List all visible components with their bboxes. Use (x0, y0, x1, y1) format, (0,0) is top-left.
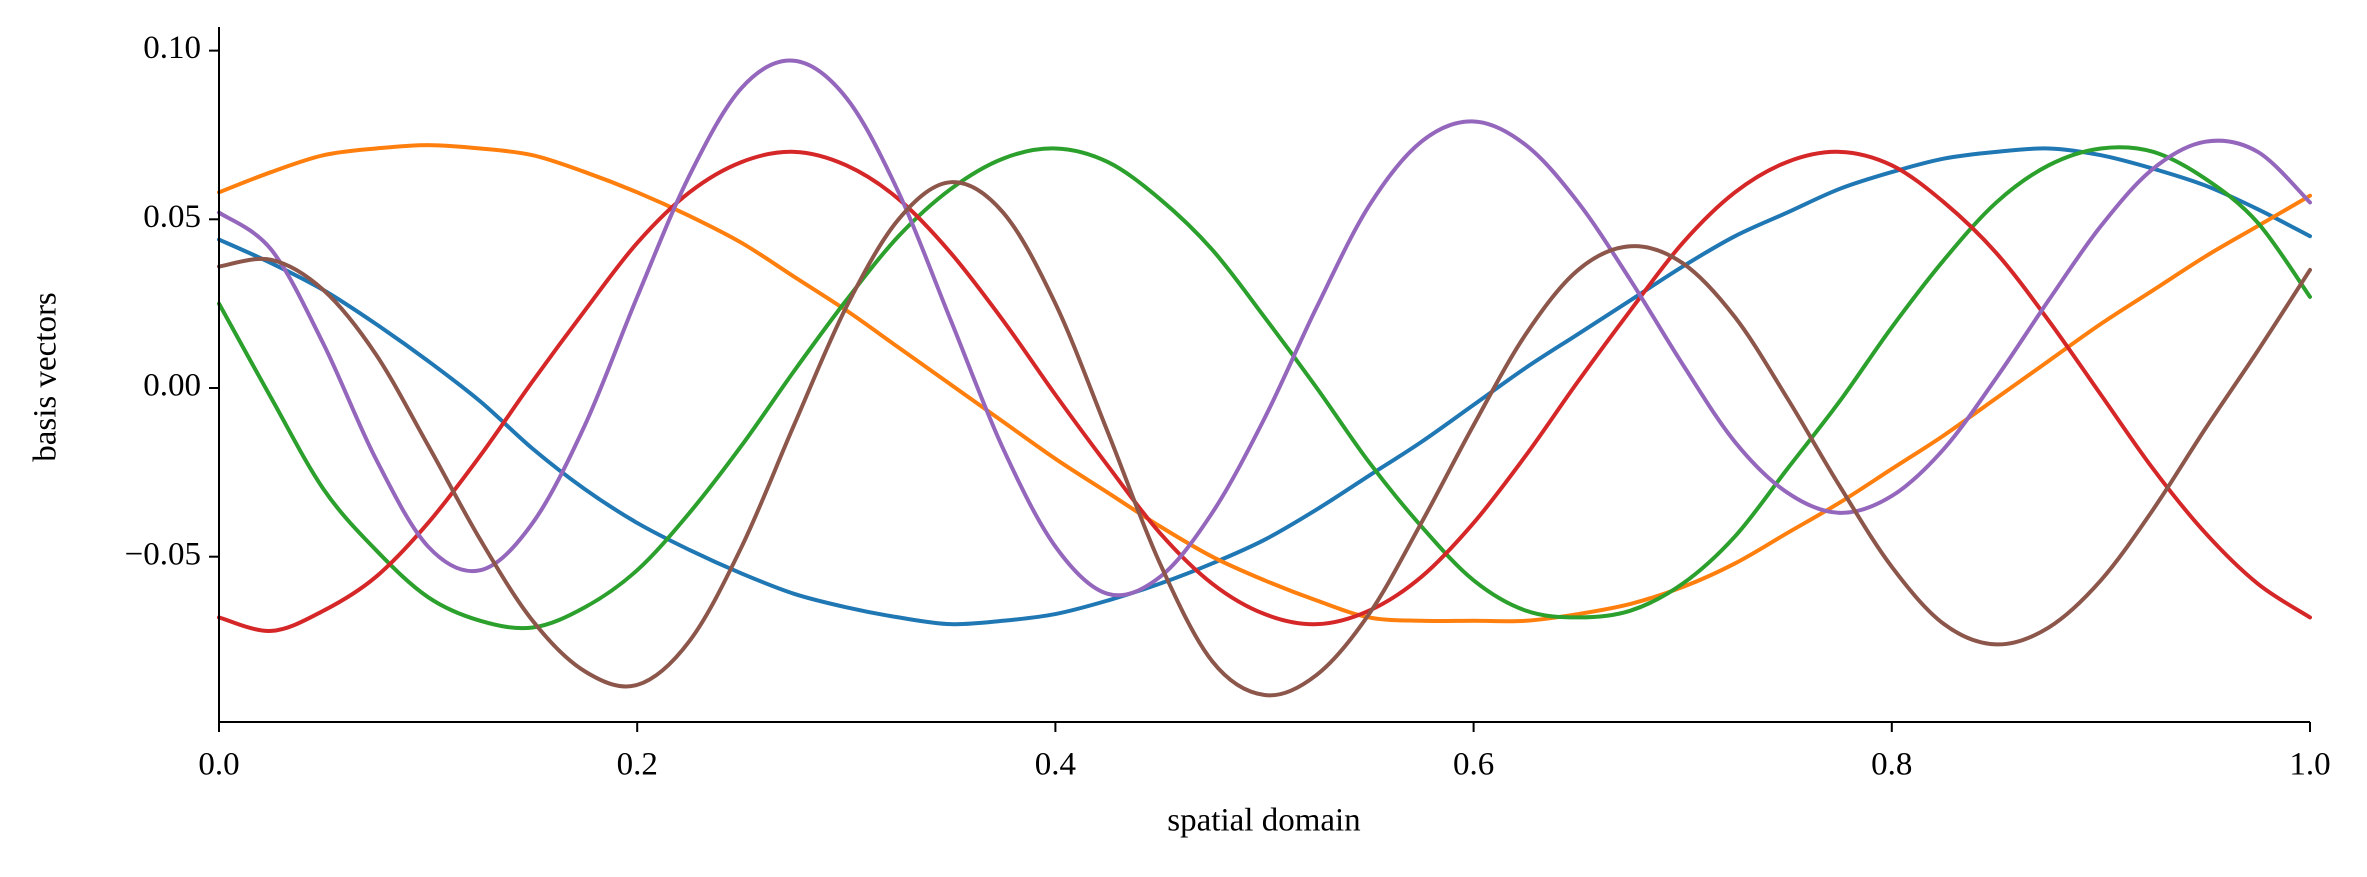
x-tick-label: 0.6 (1453, 747, 1494, 783)
y-tick-label: −0.05 (125, 536, 201, 572)
x-tick-label: 0.4 (1035, 747, 1076, 783)
line (217, 146, 2312, 627)
x-tick-label: 0.0 (198, 747, 239, 783)
x-tick-label: 0.8 (1871, 747, 1912, 783)
line (217, 180, 2312, 698)
line (217, 58, 2312, 598)
y-tick-label: 0.10 (143, 30, 201, 66)
x-tick-label: 1.0 (2289, 747, 2330, 783)
line (217, 145, 2312, 631)
y-tick-label: 0.00 (143, 368, 201, 404)
x-tick-label: 0.2 (617, 747, 658, 783)
y-axis-label: basis vectors (28, 292, 64, 462)
line (217, 149, 2312, 633)
y-tick-label: 0.05 (143, 199, 201, 235)
x-axis-label: spatial domain (1167, 803, 1360, 839)
